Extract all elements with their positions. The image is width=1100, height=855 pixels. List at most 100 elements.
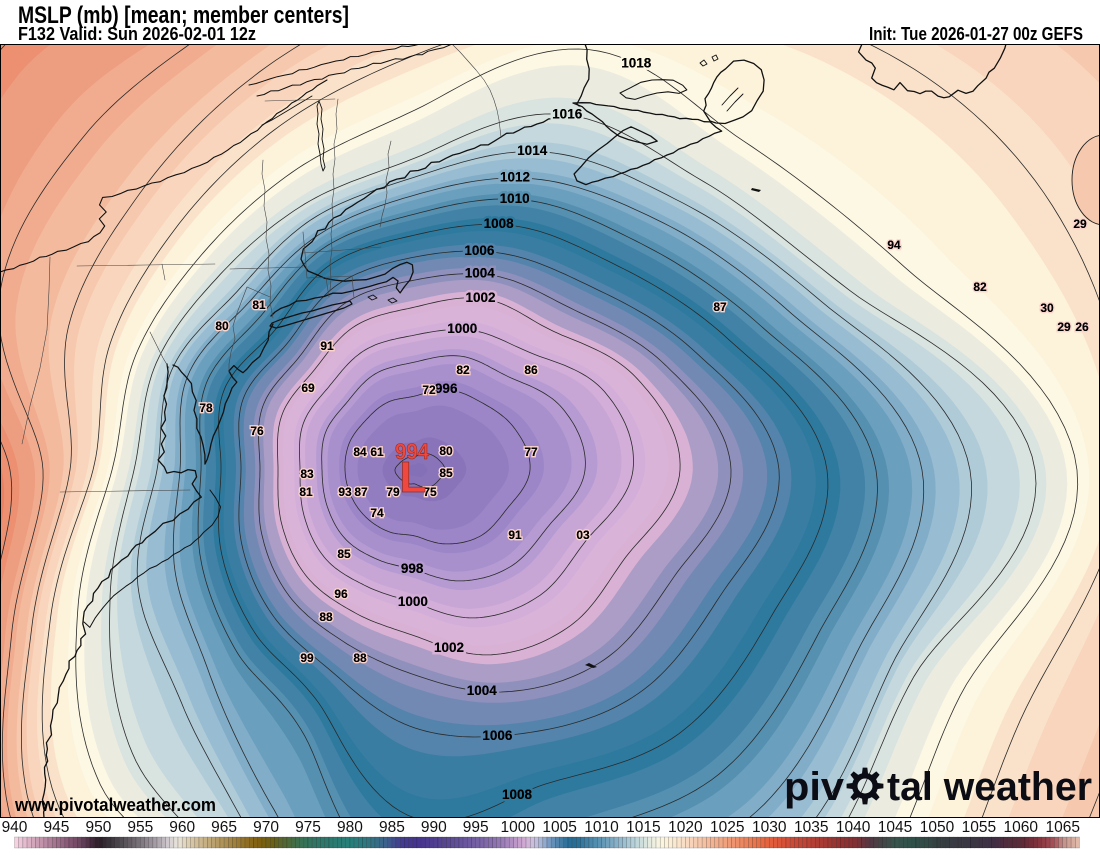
svg-text:86: 86 — [524, 363, 538, 377]
svg-text:29: 29 — [1057, 320, 1071, 334]
svg-text:996: 996 — [435, 381, 458, 396]
svg-text:1000: 1000 — [500, 819, 535, 836]
svg-text:985: 985 — [379, 819, 405, 836]
svg-text:85: 85 — [337, 547, 351, 561]
svg-text:82: 82 — [973, 280, 987, 294]
svg-text:29: 29 — [1073, 217, 1087, 231]
svg-text:970: 970 — [253, 819, 279, 836]
svg-text:965: 965 — [211, 819, 237, 836]
svg-text:86: 86 — [524, 363, 538, 377]
svg-text:1016: 1016 — [552, 106, 583, 121]
svg-text:85: 85 — [439, 466, 453, 480]
svg-text:76: 76 — [250, 424, 264, 438]
svg-text:940: 940 — [2, 819, 28, 836]
svg-text:93: 93 — [338, 485, 352, 499]
svg-text:1040: 1040 — [836, 819, 871, 836]
svg-text:1000: 1000 — [447, 321, 477, 336]
svg-text:1005: 1005 — [542, 819, 576, 836]
svg-text:piv: piv — [784, 765, 845, 809]
svg-text:91: 91 — [320, 339, 334, 353]
svg-text:72: 72 — [422, 383, 436, 397]
svg-text:995: 995 — [463, 819, 489, 836]
svg-text:81: 81 — [299, 485, 313, 499]
svg-text:1004: 1004 — [467, 683, 498, 698]
svg-text:1045: 1045 — [878, 819, 912, 836]
svg-text:61: 61 — [370, 445, 384, 459]
svg-text:994: 994 — [395, 439, 430, 464]
svg-text:1008: 1008 — [484, 216, 515, 231]
svg-text:www.pivotalweather.com: www.pivotalweather.com — [14, 795, 216, 815]
svg-text:03: 03 — [576, 528, 590, 542]
svg-text:82: 82 — [456, 363, 470, 377]
svg-text:77: 77 — [524, 445, 538, 459]
svg-text:87: 87 — [713, 300, 727, 314]
svg-text:79: 79 — [386, 485, 400, 499]
svg-text:1030: 1030 — [752, 819, 787, 836]
svg-text:1016: 1016 — [552, 106, 583, 121]
svg-text:1055: 1055 — [962, 819, 996, 836]
svg-text:61: 61 — [370, 445, 384, 459]
svg-text:69: 69 — [301, 381, 315, 395]
svg-text:75: 75 — [423, 485, 437, 499]
svg-text:83: 83 — [300, 467, 314, 481]
svg-text:80: 80 — [439, 444, 453, 458]
svg-text:998: 998 — [401, 561, 424, 576]
svg-text:955: 955 — [127, 819, 153, 836]
svg-text:1006: 1006 — [464, 243, 495, 258]
svg-text:980: 980 — [337, 819, 363, 836]
svg-text:87: 87 — [354, 485, 368, 499]
svg-text:1010: 1010 — [500, 191, 530, 206]
svg-text:1002: 1002 — [434, 640, 464, 655]
svg-text:1025: 1025 — [710, 819, 744, 836]
svg-text:L: L — [400, 453, 427, 502]
svg-text:1004: 1004 — [467, 683, 498, 698]
svg-text:80: 80 — [439, 444, 453, 458]
svg-text:975: 975 — [295, 819, 321, 836]
svg-text:1006: 1006 — [482, 728, 513, 743]
svg-text:78: 78 — [199, 401, 213, 415]
svg-text:88: 88 — [353, 651, 367, 665]
svg-text:74: 74 — [370, 506, 384, 520]
svg-text:88: 88 — [353, 651, 367, 665]
svg-text:tal weather: tal weather — [887, 765, 1092, 809]
svg-text:74: 74 — [370, 506, 384, 520]
svg-text:78: 78 — [199, 401, 213, 415]
svg-text:998: 998 — [401, 561, 424, 576]
svg-text:1004: 1004 — [465, 266, 496, 281]
svg-text:1015: 1015 — [626, 819, 660, 836]
svg-text:1008: 1008 — [502, 787, 533, 802]
svg-text:72: 72 — [422, 383, 436, 397]
svg-text:29: 29 — [1073, 217, 1087, 231]
svg-text:81: 81 — [299, 485, 313, 499]
svg-text:1002: 1002 — [465, 290, 495, 305]
svg-text:29: 29 — [1057, 320, 1071, 334]
svg-text:82: 82 — [973, 280, 987, 294]
svg-text:945: 945 — [43, 819, 69, 836]
svg-text:30: 30 — [1040, 301, 1054, 315]
svg-text:1000: 1000 — [398, 594, 428, 609]
svg-text:76: 76 — [250, 424, 264, 438]
svg-text:1018: 1018 — [621, 56, 652, 71]
svg-text:1006: 1006 — [482, 728, 513, 743]
svg-text:1008: 1008 — [502, 787, 533, 802]
svg-text:99: 99 — [300, 651, 314, 665]
svg-text:1050: 1050 — [920, 819, 955, 836]
svg-text:1010: 1010 — [584, 819, 619, 836]
svg-text:93: 93 — [338, 485, 352, 499]
svg-text:85: 85 — [337, 547, 351, 561]
svg-text:30: 30 — [1040, 301, 1054, 315]
svg-text:80: 80 — [215, 319, 229, 333]
svg-text:1004: 1004 — [465, 266, 496, 281]
svg-text:87: 87 — [713, 300, 727, 314]
svg-text:990: 990 — [421, 819, 447, 836]
svg-text:950: 950 — [85, 819, 111, 836]
svg-text:85: 85 — [439, 466, 453, 480]
svg-text:996: 996 — [435, 381, 458, 396]
svg-text:81: 81 — [252, 298, 266, 312]
svg-text:1012: 1012 — [500, 170, 530, 185]
svg-text:1020: 1020 — [668, 819, 703, 836]
svg-text:94: 94 — [887, 238, 901, 252]
svg-text:87: 87 — [354, 485, 368, 499]
svg-text:91: 91 — [508, 528, 522, 542]
svg-text:1014: 1014 — [517, 143, 548, 158]
